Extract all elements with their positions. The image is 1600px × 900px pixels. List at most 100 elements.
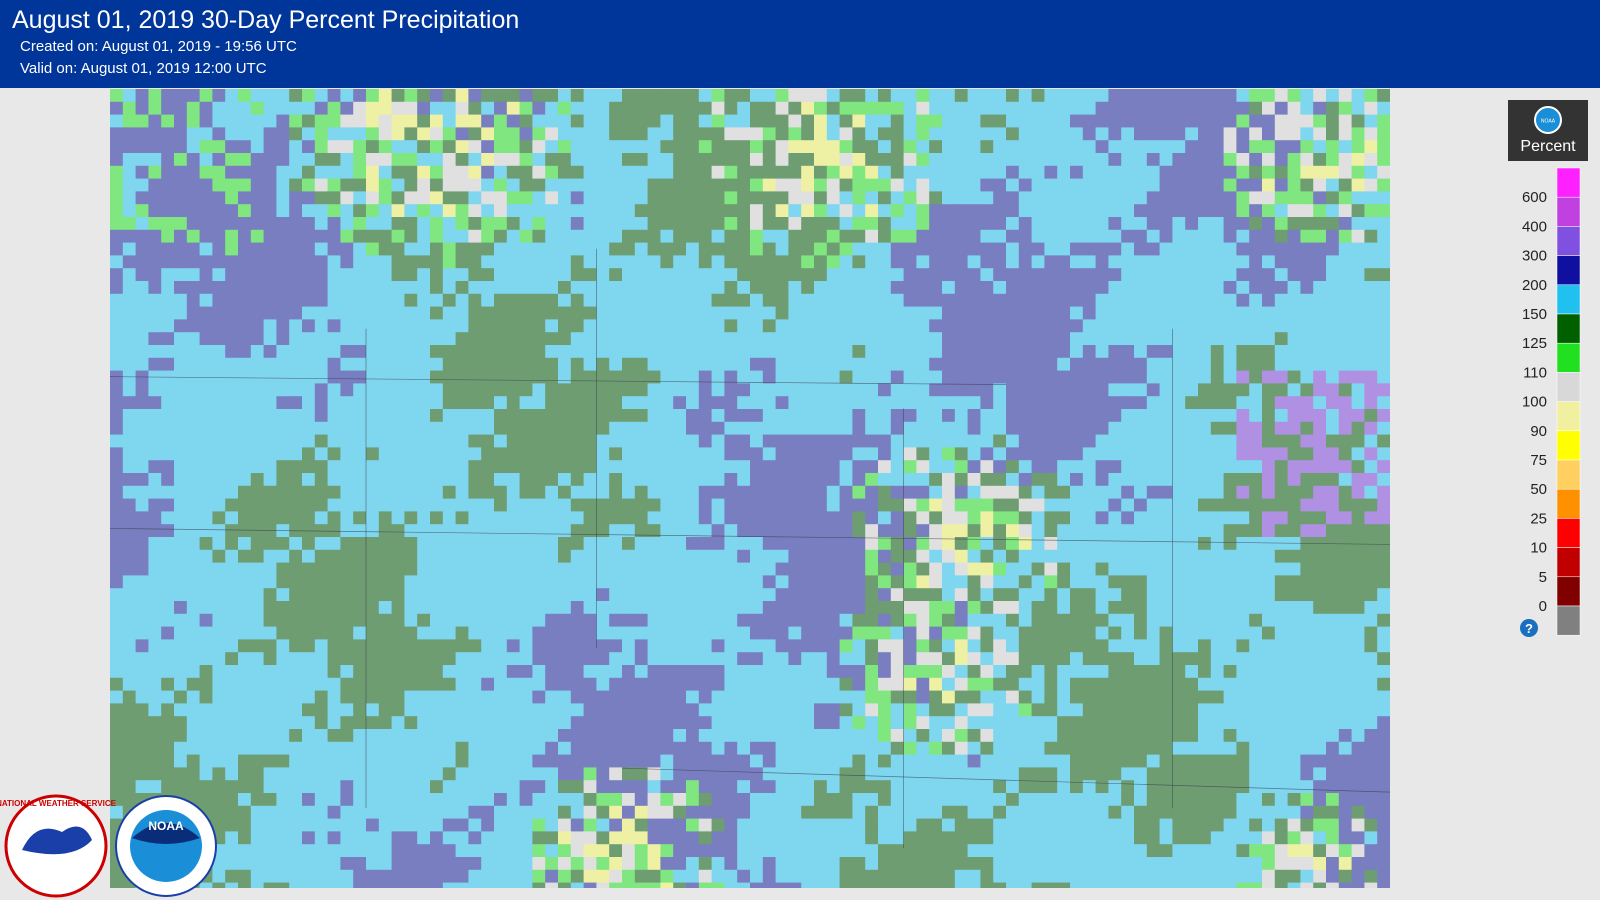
map-cell [558, 447, 572, 461]
map-cell [1338, 101, 1353, 116]
map-cell [186, 204, 201, 218]
map-cell [1364, 114, 1378, 128]
map-cell [161, 588, 175, 602]
map-cell [1326, 665, 1340, 679]
map-cell [967, 434, 981, 448]
map-cell [1198, 140, 1212, 154]
map-cell [852, 357, 866, 372]
map-cell [1044, 498, 1058, 512]
map-cell [186, 153, 201, 167]
map-cell [1236, 511, 1250, 525]
map-cell [993, 639, 1007, 653]
map-cell [890, 485, 905, 500]
map-cell [596, 690, 610, 704]
map-cell [238, 217, 252, 231]
map-cell [391, 306, 405, 320]
map-cell [1159, 281, 1173, 295]
map-cell [1044, 127, 1058, 141]
map-cell [1364, 588, 1378, 602]
map-cell [788, 345, 802, 359]
map-cell [481, 498, 495, 512]
map-cell [1300, 191, 1314, 205]
map-cell [878, 613, 892, 628]
map-cell [1121, 319, 1135, 333]
map-cell [1057, 127, 1071, 141]
map-cell [327, 370, 341, 384]
map-cell [378, 652, 393, 666]
map-cell [737, 524, 751, 538]
map-cell [1172, 306, 1186, 320]
map-cell [686, 281, 700, 295]
map-cell [775, 652, 789, 666]
map-cell [1172, 319, 1186, 333]
map-cell [993, 268, 1007, 282]
map-cell [1121, 716, 1135, 730]
map-cell [391, 511, 405, 525]
map-cell [186, 345, 201, 359]
map-cell [430, 511, 444, 525]
map-cell [519, 178, 533, 192]
map-cell [1351, 345, 1365, 359]
map-cell [212, 524, 226, 538]
map-cell [583, 140, 597, 154]
map-cell [596, 191, 610, 205]
map-cell [1044, 191, 1058, 205]
map-cell [711, 140, 725, 154]
map-cell [1249, 332, 1263, 346]
map-cell [890, 421, 905, 436]
map-cell [506, 101, 521, 116]
map-cell [506, 703, 521, 717]
map-cell [929, 345, 943, 359]
map-cell [302, 140, 316, 154]
map-cell [353, 319, 367, 333]
map-cell [391, 191, 405, 205]
map-cell [1108, 204, 1122, 218]
map-cell [1274, 127, 1289, 141]
map-cell [199, 562, 213, 576]
map-cell [366, 421, 380, 436]
map-cell [647, 485, 661, 500]
map-cell [1249, 114, 1263, 128]
map-cell [622, 396, 636, 410]
map-cell [865, 460, 879, 474]
map-cell [583, 537, 597, 551]
map-cell [711, 652, 725, 666]
map-cell [1031, 140, 1045, 154]
map-cell [174, 319, 188, 333]
map-cell [570, 498, 585, 512]
map-cell [1159, 639, 1173, 653]
map-cell [250, 511, 265, 525]
map-cell [1274, 498, 1289, 512]
map-cell [1262, 613, 1276, 628]
map-cell [442, 217, 457, 231]
map-cell [404, 575, 418, 589]
map-cell [263, 217, 277, 231]
map-cell [814, 639, 828, 653]
map-cell [174, 101, 188, 116]
map-cell [1146, 127, 1161, 141]
map-cell [967, 217, 981, 231]
map-cell [1044, 357, 1058, 372]
map-cell [788, 460, 802, 474]
map-cell [1057, 229, 1071, 244]
map-cell [1146, 665, 1161, 679]
map-cell [161, 652, 175, 666]
map-cell [1018, 217, 1033, 231]
map-cell [865, 217, 879, 231]
map-cell [1236, 255, 1250, 269]
map-cell [775, 242, 789, 256]
map-cell [1082, 114, 1097, 128]
map-cell [1326, 242, 1340, 256]
map-cell [302, 255, 316, 269]
map-cell [212, 89, 226, 103]
map-cell [186, 191, 201, 205]
map-cell [852, 127, 866, 141]
map-cell [852, 639, 866, 653]
map-cell [391, 677, 405, 692]
map-cell [788, 293, 802, 308]
map-cell [993, 345, 1007, 359]
map-cell [135, 345, 149, 359]
map-cell [1121, 665, 1135, 679]
map-cell [302, 114, 316, 128]
map-cell [801, 217, 815, 231]
